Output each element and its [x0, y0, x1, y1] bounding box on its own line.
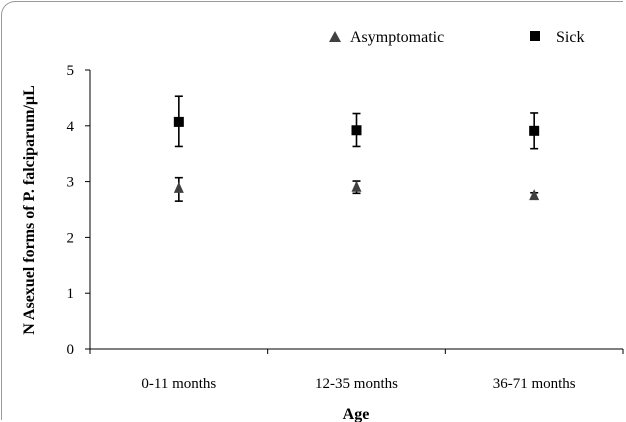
legend-marker-asymptomatic [329, 31, 341, 42]
y-tick-label: 3 [67, 175, 75, 191]
y-tick-label: 0 [67, 342, 75, 358]
y-axis-title: N Asexuel forms of P. falciparum/µL [21, 85, 38, 335]
legend-marker-sick [530, 31, 540, 41]
y-axis-ticks: 0 1 2 3 4 5 [67, 63, 90, 358]
legend: Asymptomatic Sick [329, 29, 584, 46]
x-tick-label: 0-11 months [141, 376, 216, 392]
x-tick-label: 36-71 months [493, 376, 576, 392]
legend-label-asymptomatic: Asymptomatic [350, 29, 444, 46]
y-tick-label: 4 [67, 119, 75, 135]
y-tick-label: 2 [67, 230, 75, 246]
error-bars [174, 95, 539, 202]
y-tick-label: 1 [67, 286, 75, 302]
data-point-sick [529, 125, 540, 136]
legend-label-sick: Sick [556, 29, 584, 46]
x-axis-title: Age [343, 406, 370, 422]
data-point-asymptomatic [529, 189, 540, 201]
data-point-sick [173, 116, 184, 127]
data-point-asymptomatic [173, 181, 184, 193]
y-tick-label: 5 [67, 63, 75, 79]
data-markers [173, 116, 540, 201]
data-point-sick [351, 125, 362, 136]
x-tick-label: 12-35 months [315, 376, 398, 392]
x-axis-ticks: 0-11 months 12-35 months 36-71 months [89, 349, 624, 392]
data-point-asymptomatic [351, 180, 362, 192]
